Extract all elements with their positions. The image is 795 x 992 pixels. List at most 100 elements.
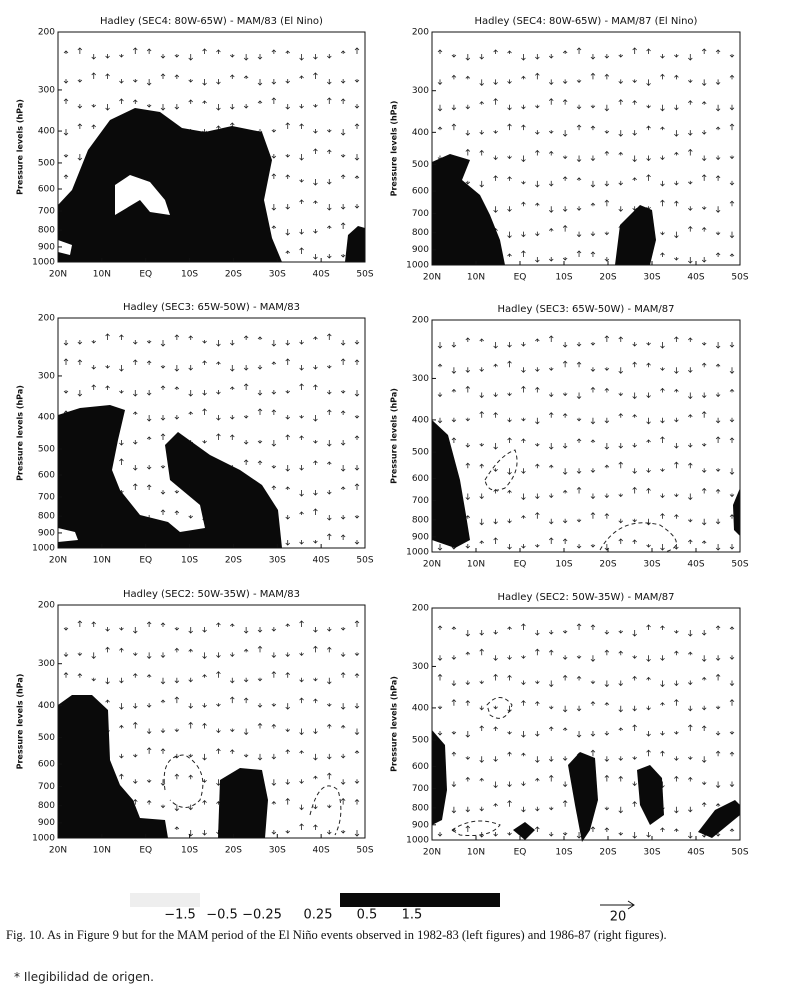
vector-arrow [146,674,152,678]
y-tick-label: 700 [38,207,55,217]
vector-arrow [674,104,679,111]
vector-arrow [618,180,624,186]
vector-arrow [285,104,290,110]
vector-arrow [77,47,83,54]
vector-arrow [576,361,582,368]
vector-arrow [729,781,735,788]
vector-arrow [354,154,360,161]
vector-arrow [105,104,110,111]
vector-arrow [535,648,540,656]
vector-arrow [63,154,69,158]
vector-arrow [701,487,707,494]
vector-arrow [465,776,471,782]
vector-arrow [535,367,540,372]
vector-arrow [451,699,457,706]
x-tick-label: 50S [356,270,373,280]
vector-arrow [340,129,346,136]
x-tick-label: 20S [225,556,242,566]
vector-arrow [729,231,735,239]
vector-arrow [285,465,290,472]
vector-arrow [604,231,610,236]
vector-arrow [479,725,484,731]
y-tick-label: 600 [412,762,429,772]
vector-arrow [299,123,304,129]
vector-arrow [729,54,735,58]
vector-arrow [63,358,69,365]
vector-arrow [216,340,221,347]
vector-arrow [507,176,512,181]
vector-arrow [354,540,360,545]
y-tick-label: 1000 [406,836,429,846]
vector-arrow [313,415,318,422]
vector-arrow [340,340,346,346]
vector-arrow [313,540,318,544]
vector-arrow [715,79,721,85]
vector-arrow [632,781,637,787]
vector-arrow [327,515,332,521]
vector-arrow [133,99,138,104]
vector-arrow [562,832,568,836]
vector-arrow [188,677,193,683]
vector-arrow [674,514,679,519]
vector-arrow [146,800,152,805]
vector-arrow [202,79,207,86]
vector-arrow [202,703,207,708]
vector-arrow [590,417,596,425]
vector-arrow [340,703,346,710]
vector-arrow [535,231,540,237]
vector-arrow [576,468,582,474]
vector-arrow [354,515,360,519]
vector-arrow [174,490,180,494]
vector-arrow [618,538,624,544]
vector-arrow [660,702,665,706]
vector-arrow [230,728,235,733]
colorbar-dark [340,893,500,907]
vector-arrow [437,342,443,349]
vector-arrow [133,652,138,656]
vector-arrow [715,781,721,789]
vector-arrow [701,781,707,786]
vector-arrow [174,804,180,812]
vector-arrow [701,227,707,232]
vector-arrow [465,180,471,185]
vector-arrow [119,365,124,372]
vector-arrow [590,680,596,685]
vector-arrow [271,440,277,447]
colorbar-label: 0.5 [357,908,378,923]
vector-arrow [729,388,735,393]
vector-arrow [160,340,166,347]
vector-arrow [688,257,693,264]
vector-arrow [507,253,512,257]
vector-arrow [299,247,304,254]
vector-arrow [257,703,263,708]
vector-arrow [521,155,526,163]
vector-arrow [618,151,624,156]
vector-arrow [590,655,596,662]
vector-arrow [521,180,526,185]
y-tick-label: 800 [412,803,429,813]
vector-arrow [174,386,180,390]
y-tick-label: 200 [38,28,55,38]
vector-arrow [674,367,679,374]
vector-arrow [548,630,554,635]
vector-arrow [160,54,166,59]
vector-arrow [243,459,249,465]
vector-arrow [271,154,277,159]
vector-arrow [674,336,679,342]
vector-arrow [562,392,568,397]
vector-arrow [715,206,721,213]
vector-arrow [507,731,512,735]
vector-arrow [327,461,332,465]
vector-arrow [285,415,290,420]
vector-arrow [437,363,443,368]
x-tick-label: 10S [555,273,572,283]
vector-arrow [216,79,221,85]
vector-arrow [146,465,152,470]
vector-arrow [327,646,332,653]
vector-arrow [299,511,304,515]
vector-arrow [174,510,180,515]
vector-arrow [604,464,610,469]
y-tick-label: 200 [412,28,429,38]
x-tick-label: 10S [181,556,198,566]
vector-arrow [729,699,735,706]
